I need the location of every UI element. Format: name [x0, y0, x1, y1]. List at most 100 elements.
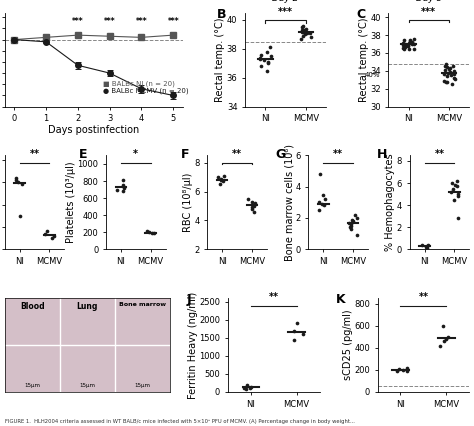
Point — [306, 29, 314, 36]
Point — [291, 336, 298, 343]
Text: 15μm: 15μm — [79, 383, 95, 388]
Text: **: ** — [333, 149, 343, 159]
Point — [409, 40, 416, 47]
Point — [443, 78, 450, 85]
Point — [447, 188, 455, 195]
Point — [453, 177, 461, 184]
Point — [293, 320, 301, 327]
Point — [410, 35, 418, 42]
Point — [346, 224, 354, 231]
Point — [446, 66, 453, 72]
Point — [450, 70, 457, 77]
Point — [408, 39, 416, 46]
Point — [144, 228, 151, 235]
Point — [303, 29, 311, 36]
Point — [245, 196, 252, 202]
Point — [240, 384, 248, 391]
Point — [250, 202, 257, 209]
Point — [263, 49, 270, 55]
Point — [450, 75, 458, 81]
Point — [446, 68, 454, 75]
Point — [399, 44, 407, 51]
Point — [400, 40, 407, 46]
Point — [451, 75, 458, 82]
Point — [299, 331, 307, 337]
Point — [401, 43, 409, 50]
Point — [404, 43, 412, 49]
Text: **: ** — [29, 149, 39, 159]
Point — [353, 232, 361, 239]
Point — [400, 45, 408, 52]
Text: Day 2: Day 2 — [273, 0, 299, 3]
Text: ***: *** — [72, 17, 84, 26]
Point — [41, 230, 49, 237]
Point — [424, 242, 432, 248]
Point — [423, 244, 431, 251]
Point — [395, 366, 402, 372]
Point — [302, 25, 310, 32]
Point — [316, 171, 324, 178]
X-axis label: Days postinfection: Days postinfection — [48, 125, 139, 135]
Text: J: J — [187, 294, 191, 306]
Point — [347, 225, 355, 232]
Point — [348, 216, 356, 223]
Point — [315, 207, 323, 213]
Point — [393, 368, 401, 375]
Text: *: * — [133, 149, 138, 159]
Text: ■ BALBc NI (n = 20): ■ BALBc NI (n = 20) — [103, 81, 174, 87]
Point — [410, 40, 417, 47]
Point — [444, 73, 451, 80]
Text: **: ** — [232, 149, 242, 159]
Text: ***: *** — [278, 6, 293, 17]
Point — [264, 58, 272, 65]
Point — [404, 42, 411, 49]
Point — [407, 39, 415, 46]
Point — [251, 201, 258, 208]
Point — [442, 60, 450, 67]
Point — [18, 181, 26, 188]
Point — [119, 188, 127, 195]
Point — [150, 230, 158, 236]
Point — [217, 181, 224, 188]
Text: C: C — [356, 8, 365, 21]
Y-axis label: sCD25 (pg/ml): sCD25 (pg/ml) — [343, 310, 353, 380]
Point — [442, 79, 450, 86]
Point — [454, 215, 461, 222]
Text: F: F — [181, 148, 189, 161]
Point — [422, 244, 429, 250]
Text: Day 5: Day 5 — [416, 0, 442, 3]
Point — [346, 219, 353, 226]
Point — [257, 63, 265, 69]
Point — [440, 338, 447, 345]
Text: ***: *** — [167, 17, 179, 26]
Text: ***: *** — [421, 6, 436, 17]
Point — [247, 383, 255, 390]
Point — [449, 62, 457, 69]
Point — [16, 212, 24, 219]
Point — [260, 57, 268, 64]
Point — [405, 45, 412, 52]
Point — [219, 178, 227, 185]
Point — [299, 27, 306, 34]
Point — [248, 205, 255, 212]
Text: Blood: Blood — [20, 302, 45, 311]
Text: 40%: 40% — [365, 72, 380, 78]
Point — [308, 34, 315, 41]
Y-axis label: Bone marrow cells (10⁶): Bone marrow cells (10⁶) — [284, 144, 294, 261]
Point — [347, 221, 355, 227]
Point — [146, 229, 153, 236]
Point — [349, 218, 357, 225]
Text: K: K — [337, 294, 346, 306]
Point — [120, 184, 128, 191]
Point — [243, 382, 251, 389]
Point — [220, 172, 228, 179]
Point — [440, 77, 448, 84]
Point — [406, 38, 414, 45]
Y-axis label: Rectal temp. (°C): Rectal temp. (°C) — [358, 17, 369, 102]
Point — [439, 322, 447, 329]
Point — [214, 174, 222, 181]
Point — [300, 28, 307, 35]
Point — [400, 366, 407, 373]
Point — [402, 43, 410, 49]
Point — [418, 242, 426, 249]
